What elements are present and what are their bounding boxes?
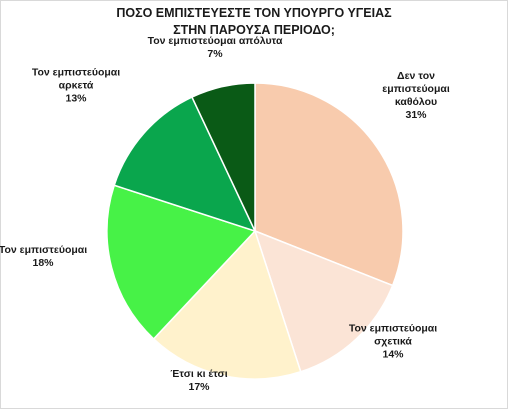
slice-label-text: Τον εμπιστεύομαι αρκετά [31,66,121,92]
slice-label-so-so: Έτσι κι έτσι 17% [170,368,227,394]
chart-title-line-2: ΣΤΗΝ ΠΑΡΟΥΣΑ ΠΕΡΙΟΔΟ; [173,23,335,37]
slice-label-not-at-all: Δεν τον εμπιστεύομαι καθόλου 31% [382,70,450,122]
slice-label-text: Τον εμπιστεύομαι απόλυτα [147,35,283,47]
slice-label-text: Έτσι κι έτσι [170,368,228,380]
slice-percent: 18% [32,257,54,269]
slice-label-trust: Τον εμπιστεύομαι 18% [0,244,87,270]
slice-percent: 13% [65,92,87,105]
slice-label-text: Τον εμπιστεύομαι [0,244,88,256]
slice-label-somewhat: Τον εμπιστεύομαι σχετικά 14% [349,323,437,362]
slice-label-text: Τον εμπιστεύομαι σχετικά [348,322,438,348]
slice-percent: 17% [188,381,210,393]
pie-slices [106,82,404,380]
pie-slice [254,82,404,287]
pie-slice [190,82,256,232]
chart-title-line-1: ΠΟΣΟ ΕΜΠΙΣΤΕΥΕΣΤΕ ΤΟΝ ΥΠΟΥΡΓΟ ΥΓΕΙΑΣ [116,6,392,20]
slice-percent: 31% [405,109,427,121]
pie-slice [152,229,302,380]
slice-label-text: Δεν τον εμπιστεύομαι καθόλου [382,70,450,108]
pie-slice [113,96,257,233]
slice-label-absolutely: Τον εμπιστεύομαι απόλυτα 7% [148,35,283,61]
slice-percent: 14% [382,348,404,361]
slice-percent: 7% [207,48,223,60]
chart-title: ΠΟΣΟ ΕΜΠΙΣΤΕΥΕΣΤΕ ΤΟΝ ΥΠΟΥΡΓΟ ΥΓΕΙΑΣ ΣΤΗ… [1,5,507,39]
slice-label-quite: Τον εμπιστεύομαι αρκετά 13% [32,67,120,106]
pie-slice [106,184,257,340]
